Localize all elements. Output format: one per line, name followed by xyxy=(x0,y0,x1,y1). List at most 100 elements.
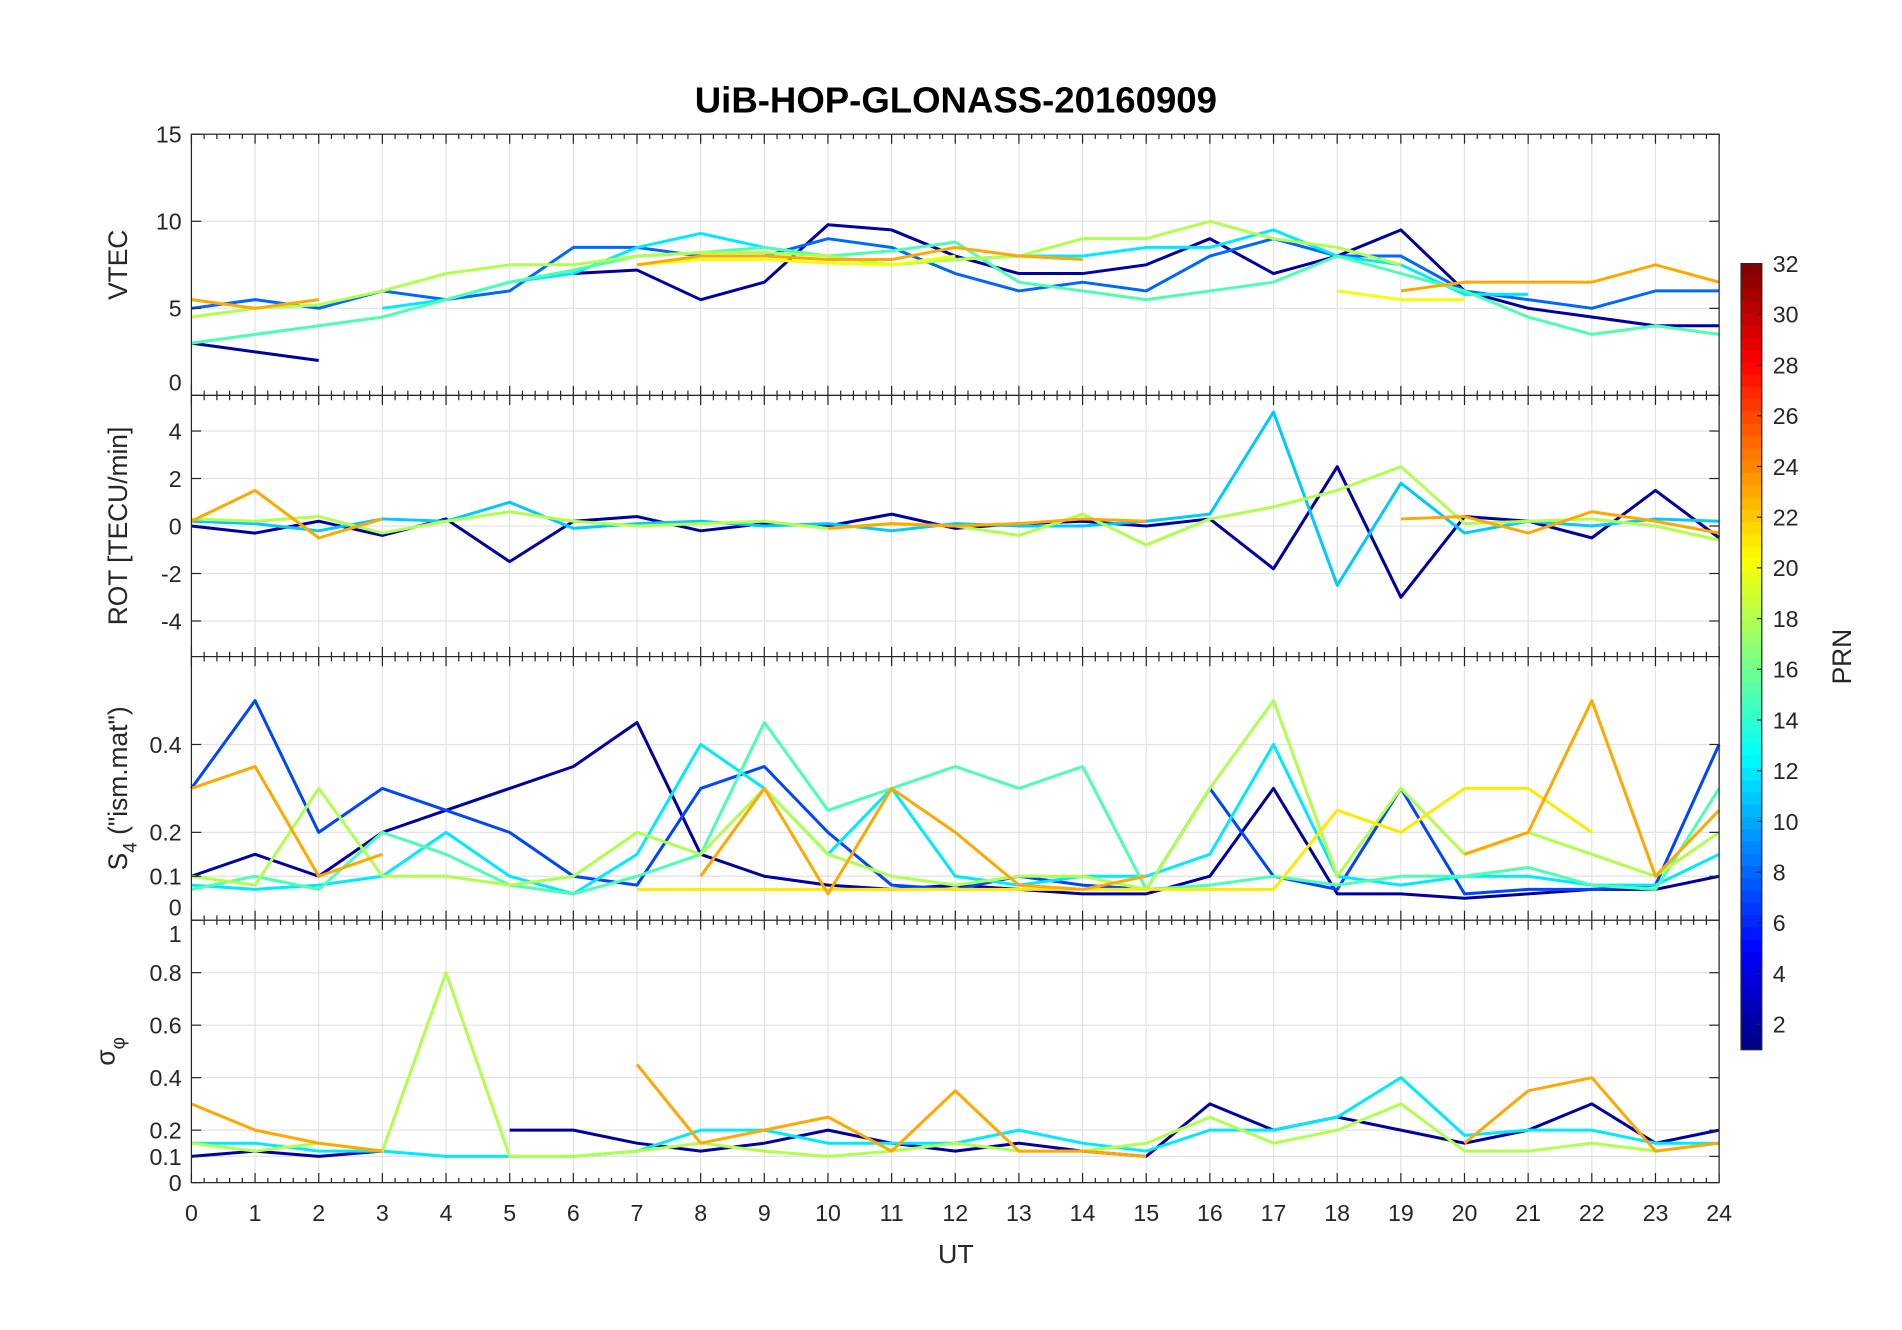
series-line-prn-2 xyxy=(573,223,1720,328)
series-line-prn-23 xyxy=(699,786,1147,896)
colorbar-tick-label: 6 xyxy=(1773,910,1786,936)
series-line-prn-2 xyxy=(191,1149,383,1158)
x-tick-label: 0 xyxy=(185,1200,198,1226)
colorbar-swatch xyxy=(1741,349,1762,363)
colorbar-swatch xyxy=(1741,484,1762,498)
x-tick-label: 1 xyxy=(249,1200,262,1226)
colorbar-tick-label: 2 xyxy=(1773,1012,1786,1038)
y-axis-label: VTEC xyxy=(103,230,133,300)
x-tick-label: 4 xyxy=(440,1200,453,1226)
series-line-prn-23 xyxy=(635,1063,1147,1158)
colorbar-swatch xyxy=(1741,472,1762,486)
series-line-prn-21 xyxy=(637,786,1593,891)
colorbar-swatch xyxy=(1741,889,1762,903)
x-tick-label: 13 xyxy=(1006,1200,1032,1226)
colorbar-swatch xyxy=(1741,398,1762,412)
colorbar-swatch xyxy=(1741,337,1762,351)
colorbar-label: PRN xyxy=(1827,629,1857,685)
colorbar-swatch xyxy=(1741,546,1762,559)
x-axis-label: UT xyxy=(938,1239,974,1269)
colorbar-swatch xyxy=(1741,632,1762,645)
colorbar-swatch xyxy=(1741,275,1762,289)
y-tick-label: 2 xyxy=(169,466,182,492)
x-tick-label: 6 xyxy=(567,1200,580,1226)
y-axis-label-subscript: 4 xyxy=(119,842,141,853)
colorbar-swatch xyxy=(1741,914,1762,928)
panel-sigma-phi: 00.10.2 0.4 0.6 0.8 1 σφ xyxy=(90,919,1720,1196)
series-line-prn-23 xyxy=(827,517,1147,530)
colorbar-swatch xyxy=(1741,779,1762,793)
colorbar-swatch xyxy=(1741,705,1762,719)
colorbar-tick-label: 16 xyxy=(1773,657,1799,683)
colorbar-swatch xyxy=(1741,902,1762,916)
colorbar-swatch xyxy=(1741,730,1762,744)
colorbar-swatch xyxy=(1741,656,1762,670)
colorbar-swatch xyxy=(1741,533,1762,547)
y-axis-label: ROT [TECU/min] xyxy=(103,427,133,626)
x-tick-label: 20 xyxy=(1452,1200,1478,1226)
colorbar-swatch xyxy=(1741,374,1762,388)
y-tick-label: 0.2 xyxy=(149,1118,181,1144)
colorbar-swatch xyxy=(1741,644,1762,658)
y-tick-label: 0.6 xyxy=(149,1013,181,1039)
colorbar-tick-label: 10 xyxy=(1773,809,1799,835)
series-line-prn-23 xyxy=(1400,510,1720,535)
colorbar-swatch xyxy=(1741,693,1762,707)
colorbar-swatch xyxy=(1741,951,1762,965)
series-line-prn-15 xyxy=(191,721,1721,896)
chart-title: UiB-HOP-GLONASS-20160909 xyxy=(695,80,1217,121)
colorbar-swatch xyxy=(1741,410,1762,424)
colorbar-swatch xyxy=(1741,325,1762,338)
panel-s4: 0 0.1 0.2 0.4 S4 ("ism.mat") xyxy=(103,656,1721,921)
colorbar-tick-label: 14 xyxy=(1773,708,1799,734)
x-tick-label: 8 xyxy=(694,1200,707,1226)
colorbar-swatch xyxy=(1741,803,1762,817)
x-tick-label: 9 xyxy=(758,1200,771,1226)
colorbar-swatch xyxy=(1741,668,1762,682)
colorbar-swatch xyxy=(1741,435,1762,449)
colorbar-swatch xyxy=(1741,791,1762,805)
series-line-prn-23 xyxy=(1463,1076,1720,1153)
y-tick-label: 0 xyxy=(169,370,182,396)
x-tick-label: 21 xyxy=(1515,1200,1541,1226)
series-line-prn-2 xyxy=(191,341,319,363)
colorbar-swatch xyxy=(1741,521,1762,535)
x-tick-label: 17 xyxy=(1261,1200,1287,1226)
y-axis-label-rest: ("ism.mat") xyxy=(103,706,133,842)
colorbar-swatch xyxy=(1741,1012,1762,1026)
colorbar-swatch xyxy=(1741,447,1762,461)
colorbar-swatch xyxy=(1741,582,1762,596)
x-tick-label: 22 xyxy=(1579,1200,1605,1226)
y-tick-label: -4 xyxy=(161,609,182,635)
colorbar-tick-label: 22 xyxy=(1773,505,1799,531)
colorbar-tick-label: 20 xyxy=(1773,555,1799,581)
colorbar-swatch xyxy=(1741,754,1762,768)
colorbar-swatch xyxy=(1741,300,1762,314)
colorbar-swatch xyxy=(1741,263,1762,277)
colorbar-swatch xyxy=(1741,361,1762,375)
colorbar-swatch xyxy=(1741,386,1762,400)
colorbar-swatch xyxy=(1741,570,1762,584)
series-line-prn-15 xyxy=(191,240,1720,345)
series-line-prn-18 xyxy=(191,971,1720,1158)
colorbar-tick-label: 8 xyxy=(1773,860,1786,886)
x-tick-label: 7 xyxy=(631,1200,644,1226)
series-line-prn-20 xyxy=(1337,289,1465,302)
colorbar-swatch xyxy=(1741,558,1762,572)
colorbar-swatch xyxy=(1741,828,1762,842)
x-tick-label: 24 xyxy=(1706,1200,1732,1226)
colorbar-swatch xyxy=(1741,1000,1762,1014)
colorbar-swatch xyxy=(1741,988,1762,1002)
colorbar-swatch xyxy=(1741,312,1762,326)
y-axis-label: S4 ("ism.mat") xyxy=(103,706,142,870)
colorbar-swatch xyxy=(1741,460,1762,473)
colorbar-swatch xyxy=(1741,840,1762,854)
series-line-prn-23 xyxy=(190,488,383,540)
y-axis-label-main: ROT [TECU/min] xyxy=(103,427,133,626)
colorbar-tick-label: 24 xyxy=(1773,454,1799,480)
colorbar-swatch xyxy=(1741,963,1762,977)
x-tick-label: 18 xyxy=(1324,1200,1350,1226)
colorbar-swatch xyxy=(1741,926,1762,940)
x-tick-label: 5 xyxy=(503,1200,516,1226)
